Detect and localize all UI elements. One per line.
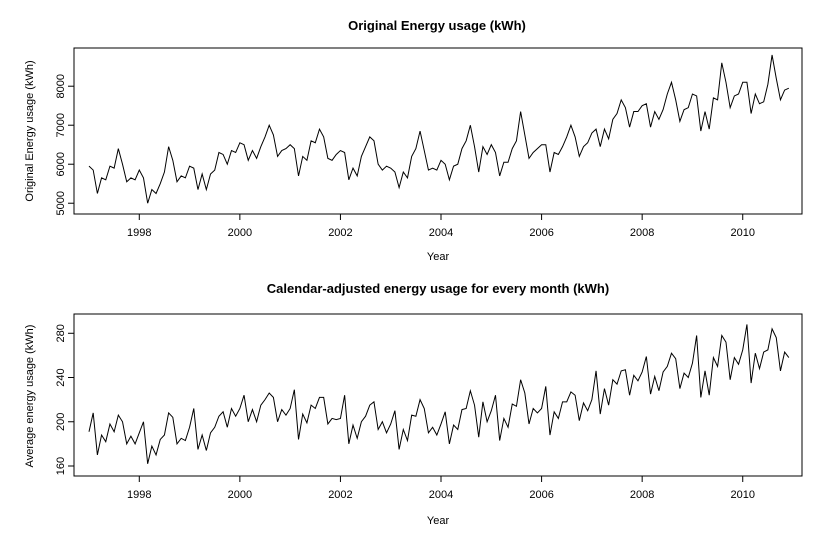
plot-frame-adjusted bbox=[73, 313, 803, 477]
x-tick-label: 1998 bbox=[127, 227, 151, 239]
chart-title-original: Original Energy usage (kWh) bbox=[348, 18, 526, 33]
x-tick-label: 2006 bbox=[529, 227, 553, 239]
x-tick-label: 2008 bbox=[630, 227, 654, 239]
x-tick-label: 2004 bbox=[429, 227, 453, 239]
y-tick-label: 160 bbox=[55, 457, 67, 475]
y-tick-label: 200 bbox=[55, 413, 67, 431]
x-tick-label: 2004 bbox=[429, 489, 453, 501]
x-axis-label-original: Year bbox=[427, 251, 450, 263]
y-tick-label: 5000 bbox=[55, 191, 67, 215]
x-axis-original: 1998 2000 2002 2004 2006 2008 2010 bbox=[127, 214, 755, 239]
y-tick-label: 280 bbox=[55, 324, 67, 342]
x-tick-label: 2000 bbox=[228, 227, 252, 239]
x-tick-label: 2000 bbox=[228, 489, 252, 501]
plot-frame-original bbox=[73, 47, 803, 215]
y-axis-label-adjusted: Average energy usage (kWh) bbox=[24, 325, 36, 468]
x-tick-label: 1998 bbox=[127, 489, 151, 501]
x-tick-label: 2002 bbox=[328, 227, 352, 239]
y-axis-adjusted: 160 200 240 280 bbox=[55, 324, 74, 475]
y-tick-label: 6000 bbox=[55, 152, 67, 176]
x-tick-label: 2006 bbox=[529, 489, 553, 501]
series-line-original bbox=[88, 54, 790, 204]
y-axis-label-original: Original Energy usage (kWh) bbox=[24, 60, 36, 201]
y-axis-original: 5000 6000 7000 8000 bbox=[55, 74, 74, 215]
y-tick-label: 240 bbox=[55, 368, 67, 386]
x-tick-label: 2010 bbox=[730, 227, 754, 239]
y-tick-label: 8000 bbox=[55, 74, 67, 98]
chart-title-adjusted: Calendar-adjusted energy usage for every… bbox=[267, 281, 609, 296]
chart-panel-adjusted: Calendar-adjusted energy usage for every… bbox=[24, 281, 803, 527]
x-axis-adjusted: 1998 2000 2002 2004 2006 2008 2010 bbox=[127, 476, 755, 501]
chart-panel-original: Original Energy usage (kWh) 1998 2000 2002… bbox=[24, 18, 803, 263]
y-tick-label: 7000 bbox=[55, 113, 67, 137]
x-tick-label: 2008 bbox=[630, 489, 654, 501]
x-tick-label: 2010 bbox=[730, 489, 754, 501]
x-tick-label: 2002 bbox=[328, 489, 352, 501]
x-axis-label-adjusted: Year bbox=[427, 515, 450, 527]
series-line-adjusted bbox=[88, 324, 790, 464]
